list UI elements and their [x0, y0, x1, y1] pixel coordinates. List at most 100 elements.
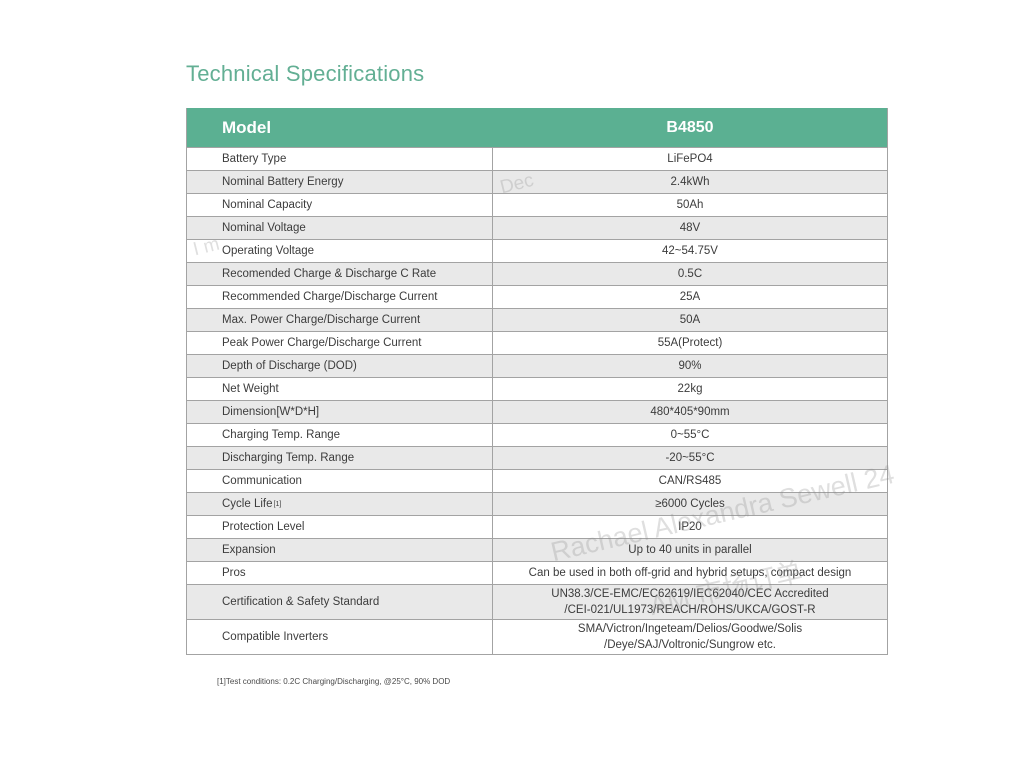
table-row: Nominal Battery Energy 2.4kWh [187, 170, 887, 193]
table-row: Discharging Temp. Range -20~55°C [187, 446, 887, 469]
spec-label-cell: Nominal Battery Energy [187, 171, 493, 193]
spec-value-cell: 22kg [493, 378, 887, 400]
table-header: Model B4850 [187, 108, 887, 147]
table-row: Recomended Charge & Discharge C Rate 0.5… [187, 262, 887, 285]
spec-value: /CEI-021/UL1973/REACH/ROHS/UKCA/GOST-R [564, 604, 816, 616]
spec-label: Recommended Charge/Discharge Current [222, 291, 438, 303]
spec-label: Pros [222, 567, 246, 579]
spec-value-cell: 0~55°C [493, 424, 887, 446]
spec-value-cell: SMA/Victron/Ingeteam/Delios/Goodwe/Solis… [493, 620, 887, 654]
spec-value: Up to 40 units in parallel [628, 544, 752, 556]
spec-label-cell: Compatible Inverters [187, 620, 493, 654]
spec-value: Can be used in both off-grid and hybrid … [528, 567, 852, 579]
spec-value-cell: 480*405*90mm [493, 401, 887, 423]
spec-label-cell: Peak Power Charge/Discharge Current [187, 332, 493, 354]
spec-value: 48V [679, 222, 701, 234]
spec-label: Nominal Battery Energy [222, 176, 344, 188]
spec-value-cell: CAN/RS485 [493, 470, 887, 492]
table-row: Recommended Charge/Discharge Current 25A [187, 285, 887, 308]
spec-value-cell: 42~54.75V [493, 240, 887, 262]
table-row: Net Weight 22kg [187, 377, 887, 400]
spec-value-cell: 50A [493, 309, 887, 331]
table-row: Charging Temp. Range 0~55°C [187, 423, 887, 446]
header-model-value: B4850 [666, 118, 714, 136]
spec-value-cell: ≥6000 Cycles [493, 493, 887, 515]
spec-label-cell: Nominal Capacity [187, 194, 493, 216]
spec-label: Charging Temp. Range [222, 429, 341, 441]
table-row: Nominal Voltage 48V [187, 216, 887, 239]
spec-label-superscript: [1] [273, 500, 282, 508]
spec-value: -20~55°C [665, 452, 715, 464]
spec-value: CAN/RS485 [658, 475, 722, 487]
spec-value-cell: IP20 [493, 516, 887, 538]
table-row: Cycle Life [1] ≥6000 Cycles [187, 492, 887, 515]
spec-label: Max. Power Charge/Discharge Current [222, 314, 421, 326]
table-row: Pros Can be used in both off-grid and hy… [187, 561, 887, 584]
spec-value: 0~55°C [670, 429, 710, 441]
spec-value: LiFePO4 [667, 153, 713, 165]
header-model-label: Model [222, 117, 272, 137]
spec-label: Dimension[W*D*H] [222, 406, 320, 418]
spec-label: Protection Level [222, 521, 305, 533]
spec-value: 42~54.75V [662, 245, 718, 257]
spec-label: Discharging Temp. Range [222, 452, 355, 464]
spec-label-cell: Dimension[W*D*H] [187, 401, 493, 423]
spec-label: Certification & Safety Standard [222, 596, 380, 608]
spec-label-cell: Recommended Charge/Discharge Current [187, 286, 493, 308]
spec-value: 0.5C [677, 268, 703, 280]
spec-label-cell: Depth of Discharge (DOD) [187, 355, 493, 377]
spec-value-cell: 0.5C [493, 263, 887, 285]
spec-table: Model B4850 Battery Type LiFePO4 Nominal… [186, 108, 888, 655]
spec-label-cell: Expansion [187, 539, 493, 561]
spec-label: Net Weight [222, 383, 279, 395]
spec-value: 55A(Protect) [657, 337, 723, 349]
table-row: Depth of Discharge (DOD) 90% [187, 354, 887, 377]
spec-label-cell: Nominal Voltage [187, 217, 493, 239]
spec-rows: Battery Type LiFePO4 Nominal Battery Ene… [187, 147, 887, 654]
table-row: Communication CAN/RS485 [187, 469, 887, 492]
spec-value: 50Ah [676, 199, 704, 211]
table-row: Max. Power Charge/Discharge Current 50A [187, 308, 887, 331]
table-row: Operating Voltage 42~54.75V [187, 239, 887, 262]
spec-label: Expansion [222, 544, 276, 556]
spec-label-cell: Charging Temp. Range [187, 424, 493, 446]
spec-label-cell: Max. Power Charge/Discharge Current [187, 309, 493, 331]
spec-value-cell: 48V [493, 217, 887, 239]
spec-label-cell: Communication [187, 470, 493, 492]
spec-label: Communication [222, 475, 302, 487]
spec-value: 90% [678, 360, 702, 372]
spec-value-cell: Up to 40 units in parallel [493, 539, 887, 561]
spec-value: 22kg [677, 383, 703, 395]
spec-label-cell: Recomended Charge & Discharge C Rate [187, 263, 493, 285]
spec-label-cell: Discharging Temp. Range [187, 447, 493, 469]
table-row: Peak Power Charge/Discharge Current 55A(… [187, 331, 887, 354]
spec-label-cell: Certification & Safety Standard [187, 585, 493, 619]
spec-value: 50A [679, 314, 701, 326]
spec-value: IP20 [678, 521, 702, 533]
spec-value-cell: LiFePO4 [493, 148, 887, 170]
spec-value-cell: 55A(Protect) [493, 332, 887, 354]
spec-value: 25A [679, 291, 701, 303]
spec-value: ≥6000 Cycles [655, 498, 725, 510]
spec-label-cell: Battery Type [187, 148, 493, 170]
spec-label: Nominal Voltage [222, 222, 306, 234]
spec-value: SMA/Victron/Ingeteam/Delios/Goodwe/Solis [577, 623, 803, 635]
spec-value: 2.4kWh [670, 176, 710, 188]
table-row: Certification & Safety Standard UN38.3/C… [187, 584, 887, 619]
spec-label-cell: Pros [187, 562, 493, 584]
spec-value: UN38.3/CE-EMC/EC62619/IEC62040/CEC Accre… [551, 588, 829, 600]
spec-label-cell: Operating Voltage [187, 240, 493, 262]
spec-label-cell: Net Weight [187, 378, 493, 400]
table-row: Nominal Capacity 50Ah [187, 193, 887, 216]
spec-value-cell: -20~55°C [493, 447, 887, 469]
spec-label: Nominal Capacity [222, 199, 313, 211]
spec-label: Operating Voltage [222, 245, 315, 257]
spec-value-cell: 90% [493, 355, 887, 377]
spec-label: Recomended Charge & Discharge C Rate [222, 268, 437, 280]
spec-label: Cycle Life [222, 498, 273, 510]
spec-value: 480*405*90mm [650, 406, 730, 418]
spec-label: Peak Power Charge/Discharge Current [222, 337, 422, 349]
spec-value-cell: 25A [493, 286, 887, 308]
table-row: Protection Level IP20 [187, 515, 887, 538]
footnote: [1]Test conditions: 0.2C Charging/Discha… [217, 677, 451, 686]
